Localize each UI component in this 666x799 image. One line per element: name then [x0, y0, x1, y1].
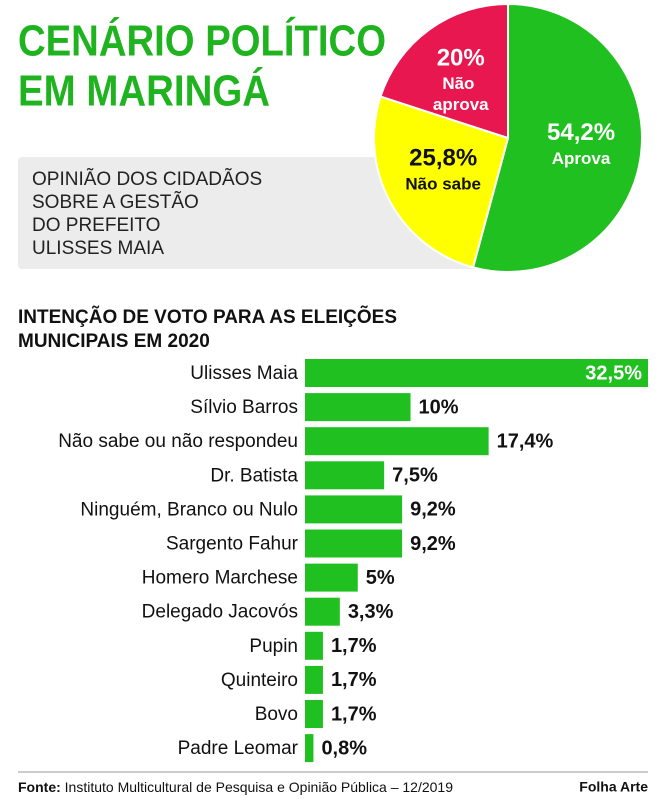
page-title: CENÁRIO POLÍTICO — [18, 16, 386, 66]
bar — [305, 597, 340, 626]
category-label: Dr. Batista — [210, 465, 298, 486]
value-label: 32,5% — [585, 362, 642, 384]
bar — [305, 631, 323, 660]
footer-source: Fonte: Instituto Multicultural de Pesqui… — [18, 779, 453, 795]
category-label: Pupin — [249, 636, 298, 657]
category-label: Bovo — [255, 704, 298, 725]
pie-category-label: Aprova — [552, 149, 611, 168]
value-label: 17,4% — [497, 430, 554, 452]
bar-chart-title: MUNICIPAIS EM 2020 — [18, 331, 210, 352]
page-title: EM MARINGÁ — [18, 66, 270, 116]
source-text: Instituto Multicultural de Pesquisa e Op… — [65, 779, 454, 795]
value-label: 9,2% — [410, 533, 456, 555]
credit: Folha Arte — [579, 779, 648, 795]
pie-caption: DO PREFEITO — [32, 215, 160, 236]
value-label: 1,7% — [331, 669, 377, 691]
pie-caption: ULISSES MAIA — [32, 238, 164, 259]
category-label: Sargento Fahur — [166, 534, 299, 555]
pie-category-label: Não sabe — [405, 175, 481, 194]
category-label: Ninguém, Branco ou Nulo — [80, 499, 298, 520]
value-label: 10% — [419, 396, 459, 418]
bar — [305, 427, 489, 456]
bar — [305, 495, 403, 524]
value-label: 3,3% — [348, 601, 394, 623]
pie-category-label: Não aprova — [433, 74, 489, 114]
value-label: 0,8% — [321, 737, 367, 759]
bar — [305, 529, 403, 558]
category-label: Sílvio Barros — [190, 397, 298, 418]
pie-caption: SOBRE A GESTÃO — [32, 191, 199, 213]
bar — [305, 563, 358, 592]
bar-chart-title: INTENÇÃO DE VOTO PARA AS ELEIÇÕES — [18, 306, 397, 328]
category-label: Não sabe ou não respondeu — [58, 431, 298, 452]
bar — [305, 734, 314, 763]
pie-slice — [471, 2, 643, 273]
bar — [305, 700, 323, 728]
category-label: Padre Leomar — [178, 738, 299, 759]
pie-value-label: 54,2% — [547, 119, 615, 146]
value-label: 7,5% — [392, 465, 438, 487]
value-label: 5% — [366, 567, 395, 589]
category-label: Quinteiro — [221, 670, 298, 691]
pie-value-label: 25,8% — [409, 144, 477, 171]
bar — [305, 393, 411, 422]
source-label: Fonte: — [18, 779, 61, 795]
bar — [305, 461, 385, 490]
category-label: Ulisses Maia — [190, 363, 298, 384]
pie-caption: OPINIÃO DOS CIDADÃOS — [32, 168, 262, 190]
category-label: Homero Marchese — [142, 568, 298, 589]
value-label: 1,7% — [331, 635, 377, 657]
value-label: 9,2% — [410, 499, 456, 521]
subtitle-box — [18, 157, 488, 269]
pie-slice — [373, 95, 510, 269]
value-label: 1,7% — [331, 703, 377, 725]
bar — [305, 665, 323, 694]
pie-slice — [379, 2, 509, 140]
category-label: Delegado Jacovós — [142, 602, 298, 623]
bar — [305, 359, 648, 387]
pie-value-label: 20% — [437, 44, 485, 71]
